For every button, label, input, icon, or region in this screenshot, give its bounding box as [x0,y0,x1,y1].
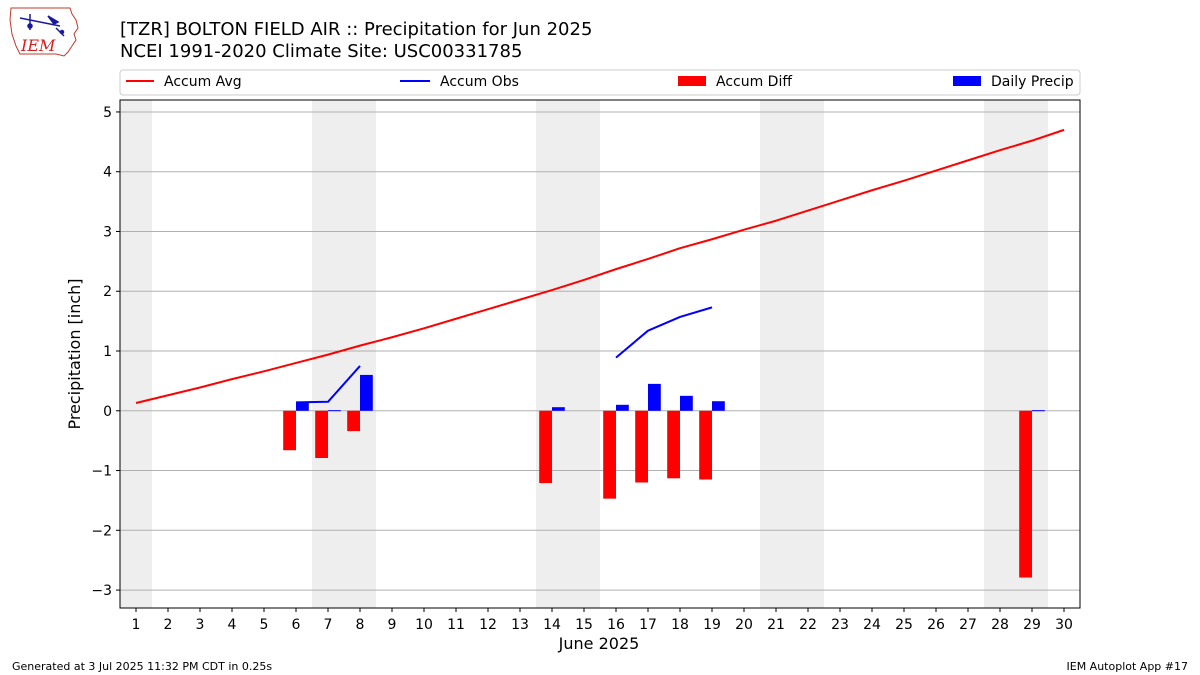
daily-precip-bar [712,401,725,411]
plot-frame [119,99,1081,609]
x-axis-ticks: 1 2 3 4 5 6 7 8 9 10 11 12 13 14 15 16 17 18 19 20 21 22 23 24 2… [132,608,1073,633]
daily-precip-bar [360,374,373,411]
weekend-band [984,100,1048,608]
legend: Accum Avg Accum Obs Accum Diff Daily Pre… [119,69,1081,96]
daily-precip-bar [328,410,341,412]
x-tick-label: 12 [479,617,497,633]
accum-diff-bar [635,410,648,483]
accum-diff-bar [283,410,296,451]
legend-daily-precip-label: Daily Precip [991,74,1074,90]
y-tick-label: 4 [103,165,112,181]
weather-instruments-icon [19,14,65,37]
iem-logo: IEM [9,7,79,57]
legend-daily-precip-swatch [953,76,981,86]
x-tick-label: 18 [671,617,689,633]
x-tick-label: 19 [703,617,721,633]
y-tick-label: 0 [103,404,112,420]
x-tick-label: 1 [132,617,141,633]
accum-diff-bar [1019,410,1032,578]
x-tick-label: 10 [415,617,433,633]
x-tick-label: 11 [447,617,465,633]
x-axis-label: June 2025 [558,634,640,653]
accum-diff-bar [539,410,552,484]
x-tick-label: 27 [959,617,977,633]
y-axis-label: Precipitation [inch] [65,278,84,429]
daily-precip-bar [1032,410,1045,412]
y-tick-label: −2 [91,523,112,539]
weekend-band [536,100,600,608]
daily-precip-bar [680,395,693,411]
x-tick-label: 21 [767,617,785,633]
x-tick-label: 9 [388,617,397,633]
legend-accum-diff-label: Accum Diff [716,74,792,90]
y-axis-ticks: −3 −2 −1 0 1 2 3 4 5 [91,105,120,599]
y-tick-label: 2 [103,284,112,300]
y-tick-label: 3 [103,224,112,240]
legend-frame [119,69,1081,96]
weekend-band [312,100,376,608]
x-tick-label: 17 [639,617,657,633]
daily-precip-bar [616,404,629,411]
accum-obs-line [615,306,713,359]
x-tick-label: 6 [292,617,301,633]
accum-diff-bar [347,410,360,432]
x-tick-label: 4 [228,617,237,633]
x-tick-label: 26 [927,617,945,633]
x-tick-label: 16 [607,617,625,633]
x-tick-label: 7 [324,617,333,633]
weekend-band [120,100,152,608]
x-tick-label: 5 [260,617,269,633]
y-tick-label: −3 [91,583,112,599]
legend-accum-obs-label: Accum Obs [440,74,519,90]
y-tick-label: −1 [91,464,112,480]
x-tick-label: 23 [831,617,849,633]
x-tick-label: 3 [196,617,205,633]
accum-avg-line [135,128,1065,404]
x-tick-label: 20 [735,617,753,633]
weekend-shading [120,100,1048,608]
x-tick-label: 13 [511,617,529,633]
x-tick-label: 2 [164,617,173,633]
legend-accum-avg-label: Accum Avg [164,74,242,90]
x-tick-label: 24 [863,617,881,633]
x-tick-label: 22 [799,617,817,633]
chart-subtitle: NCEI 1991-2020 Climate Site: USC00331785 [120,41,522,62]
x-tick-label: 29 [1023,617,1041,633]
gridlines [120,111,1080,591]
series-lines [135,128,1065,404]
bars [283,374,1045,578]
x-tick-label: 25 [895,617,913,633]
x-tick-label: 28 [991,617,1009,633]
accum-diff-bar [315,410,328,458]
y-tick-label: 5 [103,105,112,121]
footer-generated: Generated at 3 Jul 2025 11:32 PM CDT in … [12,660,272,673]
logo-text: IEM [20,36,56,55]
accum-diff-bar [699,410,712,480]
footer-app: IEM Autoplot App #17 [1067,660,1189,673]
accum-diff-bar [667,410,680,479]
x-tick-label: 15 [575,617,593,633]
daily-precip-bar [648,383,661,411]
accum-obs-line [295,365,361,404]
chart-title: [TZR] BOLTON FIELD AIR :: Precipitation … [120,19,592,40]
daily-precip-bar [552,407,565,411]
x-tick-label: 14 [543,617,561,633]
x-tick-label: 30 [1055,617,1073,633]
weekend-band [760,100,824,608]
legend-accum-diff-swatch [678,76,706,86]
x-tick-label: 8 [356,617,365,633]
accum-diff-bar [603,410,616,499]
daily-precip-bar [296,402,309,411]
y-tick-label: 1 [103,344,112,360]
